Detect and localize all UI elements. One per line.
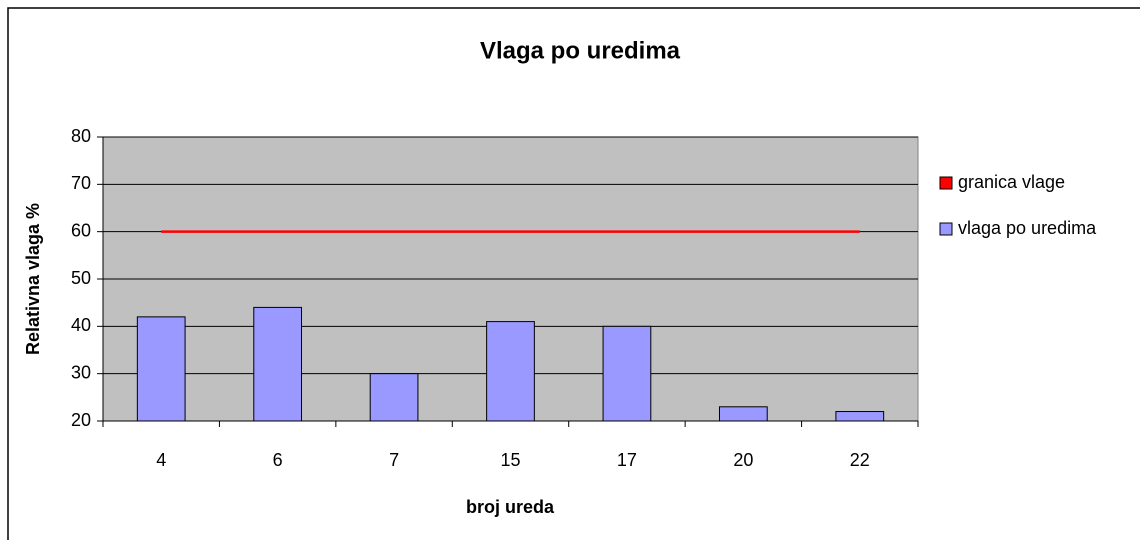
y-tick-label: 30 bbox=[71, 362, 91, 382]
legend-swatch bbox=[939, 176, 953, 190]
chart-title: Vlaga po uredima bbox=[480, 37, 681, 64]
legend-label: vlaga po uredima bbox=[958, 218, 1097, 238]
x-tick-label: 20 bbox=[733, 450, 753, 470]
x-tick-label: 6 bbox=[273, 450, 283, 470]
x-axis-label: broj ureda bbox=[466, 497, 555, 517]
bar bbox=[602, 325, 652, 422]
y-tick-label: 70 bbox=[71, 173, 91, 193]
y-tick-label: 20 bbox=[71, 410, 91, 430]
legend-label: granica vlage bbox=[958, 172, 1065, 192]
x-tick-label: 4 bbox=[156, 450, 166, 470]
x-tick-label: 22 bbox=[850, 450, 870, 470]
y-axis-label: Relativna vlaga % bbox=[23, 203, 43, 355]
y-tick-label: 80 bbox=[71, 126, 91, 146]
bar bbox=[253, 306, 303, 422]
bar bbox=[718, 406, 768, 422]
y-tick-label: 60 bbox=[71, 220, 91, 240]
bar bbox=[369, 373, 419, 422]
y-tick-label: 40 bbox=[71, 315, 91, 335]
bar bbox=[835, 411, 885, 422]
bar bbox=[136, 316, 186, 422]
legend-swatch bbox=[939, 222, 953, 236]
x-tick-label: 15 bbox=[500, 450, 520, 470]
bar bbox=[486, 321, 535, 422]
x-tick-label: 7 bbox=[389, 450, 399, 470]
x-tick-label: 17 bbox=[617, 450, 637, 470]
y-tick-label: 50 bbox=[71, 268, 91, 288]
